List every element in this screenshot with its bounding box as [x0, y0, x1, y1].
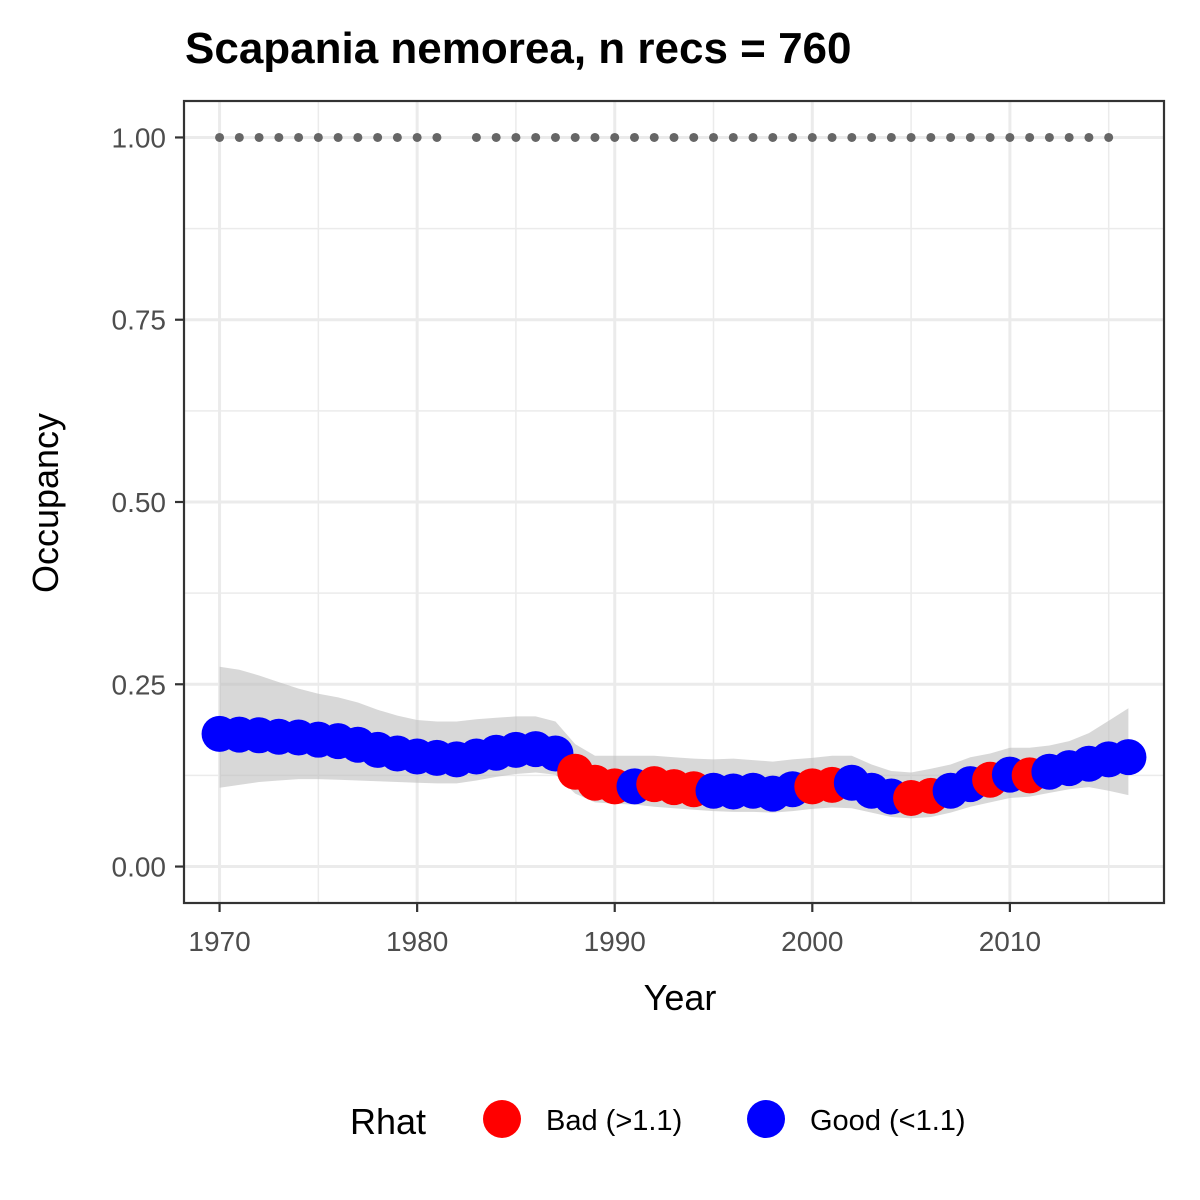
y-axis: 0.00 0.25 0.50 0.75 1.00 [112, 122, 184, 883]
legend: Rhat Bad (>1.1) Good (<1.1) [350, 1100, 966, 1142]
record-marker [590, 132, 600, 142]
record-marker [985, 132, 995, 142]
x-tick-label: 2000 [781, 926, 843, 957]
record-marker [1044, 132, 1054, 142]
x-tick-label: 1980 [386, 926, 448, 957]
occupancy-point-good [1110, 739, 1147, 776]
record-marker [531, 132, 541, 142]
record-marker [906, 132, 916, 142]
record-marker [570, 132, 580, 142]
y-tick-label: 0.25 [112, 669, 167, 700]
record-marker [313, 132, 323, 142]
x-axis: 1970 1980 1990 2000 2010 [188, 903, 1041, 957]
record-marker [215, 132, 225, 142]
record-marker [392, 132, 402, 142]
y-tick-label: 1.00 [112, 122, 167, 153]
record-marker [333, 132, 343, 142]
record-marker [807, 132, 817, 142]
ribbon-area [219, 666, 1129, 819]
x-tick-label: 1970 [188, 926, 250, 957]
record-marker [1005, 132, 1015, 142]
record-marker [709, 132, 719, 142]
record-marker [965, 132, 975, 142]
record-marker [610, 132, 620, 142]
plot-panel [182, 99, 1166, 905]
record-marker [373, 132, 383, 142]
record-marker [886, 132, 896, 142]
legend-label-bad: Bad (>1.1) [546, 1105, 682, 1137]
legend-key-good [747, 1100, 785, 1138]
x-tick-label: 1990 [584, 926, 646, 957]
y-tick-label: 0.75 [112, 305, 167, 336]
record-marker [353, 132, 363, 142]
record-marker [689, 132, 699, 142]
record-marker [1104, 132, 1114, 142]
legend-label-good: Good (<1.1) [810, 1105, 966, 1137]
y-axis-title: Occupancy [25, 413, 66, 593]
record-marker [294, 132, 304, 142]
record-marker [491, 132, 501, 142]
record-marker [926, 132, 936, 142]
record-marker [234, 132, 244, 142]
record-marker [471, 132, 481, 142]
legend-title: Rhat [350, 1101, 426, 1142]
record-marker [254, 132, 264, 142]
record-marker [1084, 132, 1094, 142]
record-marker [669, 132, 679, 142]
record-marker [827, 132, 837, 142]
record-marker [867, 132, 877, 142]
record-marker [274, 132, 284, 142]
record-marker [788, 132, 798, 142]
y-tick-label: 0.50 [112, 487, 167, 518]
record-marker [847, 132, 857, 142]
record-marker [629, 132, 639, 142]
chart-title: Scapania nemorea, n recs = 760 [185, 24, 852, 73]
y-tick-label: 0.00 [112, 852, 167, 883]
credible-interval-ribbon [219, 666, 1129, 819]
record-marker [1025, 132, 1035, 142]
record-marker [748, 132, 758, 142]
x-tick-label: 2010 [979, 926, 1041, 957]
record-marker [511, 132, 521, 142]
occupancy-points [201, 715, 1147, 817]
legend-key-bad [483, 1100, 521, 1138]
record-marker [946, 132, 956, 142]
record-marker [550, 132, 560, 142]
record-marker [649, 132, 659, 142]
x-axis-title: Year [644, 977, 717, 1018]
record-marker [728, 132, 738, 142]
record-marker [412, 132, 422, 142]
record-year-markers [215, 132, 1114, 142]
record-marker [432, 132, 442, 142]
record-marker [1064, 132, 1074, 142]
record-marker [768, 132, 778, 142]
